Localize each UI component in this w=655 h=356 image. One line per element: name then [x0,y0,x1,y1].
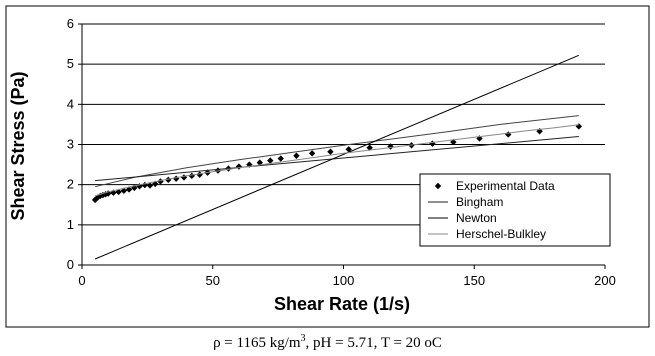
y-tick-label-3: 3 [67,137,74,152]
data-point-experimental-data [146,182,154,189]
data-point-experimental-data [196,171,203,178]
y-tick-label-4: 4 [67,96,74,111]
data-point-experimental-data [115,188,122,196]
chart: 0 1 2 3 4 5 6 0 50 100 150 200 Shear Rate (1/s) She… [5,5,650,328]
caption-density: ρ = 1165 kg/m [213,335,301,351]
legend-box [419,173,611,247]
series-line-herschel-bulkley [94,124,579,197]
x-tick-label-200: 200 [594,273,616,288]
y-tick-label-2: 2 [67,177,74,192]
data-point-experimental-data [141,181,148,189]
data-point-experimental-data [345,146,352,153]
data-point-experimental-data [277,155,284,162]
data-point-experimental-data [188,172,196,180]
legend-label-experimental-data: Experimental Data [456,179,555,193]
series-line-newton [94,54,579,260]
caption-conditions: , pH = 5.71, T = 20 oC [305,335,442,351]
data-point-experimental-data [267,157,274,164]
data-point-experimental-data [327,148,334,155]
legend-label-newton: Newton [456,211,497,225]
data-point-experimental-data [102,191,109,198]
y-axis-label: Shear Stress (Pa) [8,71,28,220]
y-tick-label-1: 1 [67,217,74,232]
y-tick-label-0: 0 [67,257,74,272]
y-tick-label-5: 5 [67,56,74,71]
chart-border [5,5,650,328]
x-tick-label-100: 100 [333,273,355,288]
data-point-experimental-data [293,152,300,159]
data-point-experimental-data [97,192,104,200]
figure-caption: ρ = 1165 kg/m3, pH = 5.71, T = 20 oC [0,333,655,352]
data-point-experimental-data [387,143,394,150]
data-point-experimental-data [366,144,373,151]
caption-density-exponent: 3 [300,333,306,344]
data-point-experimental-data [256,159,264,166]
data-point-experimental-data [308,150,316,157]
data-point-experimental-data [575,123,583,130]
x-tick-label-150: 150 [463,273,485,288]
legend-swatch-experimental-data [434,182,442,190]
y-tick-label-6: 6 [67,16,74,31]
unlabeled-curve [94,115,579,188]
x-tick-label-0: 0 [78,273,85,288]
legend-label-herschel-bulkley: Herschel-Bulkley [456,227,546,241]
data-point-experimental-data [165,176,172,184]
x-axis-label: Shear Rate (1/s) [274,294,410,314]
x-tick-label-50: 50 [206,273,220,288]
data-point-experimental-data [125,186,133,193]
series-line-bingham [95,136,579,182]
legend-label-bingham: Bingham [456,195,503,209]
legend: Experimental Data Bingham Newton Herschel-B… [419,173,611,247]
